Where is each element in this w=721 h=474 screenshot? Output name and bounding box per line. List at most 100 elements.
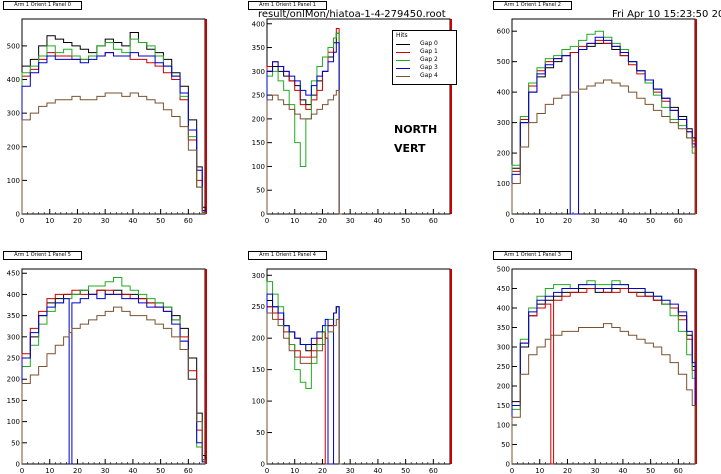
y-tick-label: 300	[7, 333, 20, 341]
x-tick-label: 20	[318, 217, 327, 225]
y-tick-label: 150	[497, 402, 510, 410]
x-tick-label: 30	[101, 217, 110, 225]
legend-entry: Gap 3	[396, 64, 454, 72]
x-tick-label: 60	[184, 467, 193, 474]
series-line	[21, 92, 206, 214]
y-tick-label: 450	[497, 285, 510, 293]
x-tick-label: 20	[563, 217, 572, 225]
y-tick-label: 400	[497, 89, 510, 97]
series-line	[511, 288, 696, 465]
x-tick-label: 50	[646, 467, 655, 474]
y-tick-label: 500	[497, 58, 510, 66]
y-tick-label: 400	[252, 20, 265, 28]
file-label: result/onlMon/hiatoa-1-4-279450.root	[258, 9, 446, 20]
x-tick-label: 60	[429, 467, 438, 474]
x-tick-label: 0	[265, 217, 269, 225]
y-tick-label: 0	[261, 211, 265, 219]
y-tick-label: 300	[252, 68, 265, 76]
series-line	[511, 36, 696, 215]
x-tick-label: 10	[535, 467, 544, 474]
y-tick-label: 350	[7, 312, 20, 320]
y-tick-label: 450	[7, 270, 20, 278]
y-tick-label: 500	[7, 42, 20, 50]
x-tick-label: 50	[156, 467, 165, 474]
y-tick-label: 0	[261, 461, 265, 469]
legend-label: Gap 2	[420, 56, 438, 63]
y-tick-label: 100	[497, 422, 510, 430]
x-tick-label: 0	[20, 467, 24, 474]
y-tick-label: 100	[7, 177, 20, 185]
x-tick-label: 50	[646, 217, 655, 225]
series-line	[21, 31, 206, 214]
y-tick-label: 150	[252, 366, 265, 374]
y-tick-label: 0	[506, 211, 510, 219]
plot-frame	[266, 268, 451, 465]
plot-frame	[21, 268, 206, 465]
y-tick-label: 50	[256, 187, 265, 195]
series-line	[511, 79, 696, 214]
legend-swatch	[396, 60, 410, 61]
x-tick-label: 20	[73, 217, 82, 225]
y-tick-label: 600	[497, 28, 510, 36]
series-line	[266, 42, 342, 215]
y-tick-label: 350	[497, 324, 510, 332]
legend-entry: Gap 2	[396, 56, 454, 64]
panel-title-0: Arm 1 Orient 1 Panel 0	[3, 1, 82, 10]
y-tick-label: 50	[256, 429, 265, 437]
y-tick-label: 200	[252, 115, 265, 123]
plot-frame	[511, 268, 696, 465]
y-tick-label: 100	[497, 180, 510, 188]
x-tick-label: 40	[373, 467, 382, 474]
legend-swatch	[396, 52, 410, 53]
x-tick-label: 30	[591, 217, 600, 225]
x-tick-label: 50	[401, 217, 410, 225]
legend-entry: Gap 1	[396, 48, 454, 56]
y-tick-label: 250	[252, 303, 265, 311]
y-tick-label: 400	[497, 305, 510, 313]
x-tick-label: 10	[45, 217, 54, 225]
x-tick-label: 30	[346, 217, 355, 225]
x-tick-label: 20	[563, 467, 572, 474]
x-tick-label: 50	[156, 217, 165, 225]
legend-entry: Gap 4	[396, 72, 454, 80]
y-tick-label: 50	[501, 441, 510, 449]
x-tick-label: 30	[101, 467, 110, 474]
series-line	[21, 38, 206, 214]
y-tick-label: 500	[497, 266, 510, 274]
series-line	[266, 312, 342, 465]
y-tick-label: 50	[11, 439, 20, 447]
legend: Hits Gap 0 Gap 1 Gap 2 Gap 3 Gap 4	[392, 30, 457, 85]
y-tick-label: 200	[497, 383, 510, 391]
y-tick-label: 300	[497, 119, 510, 127]
vert-label: VERT	[394, 142, 426, 155]
y-tick-label: 200	[7, 143, 20, 151]
series-line	[511, 30, 696, 214]
y-tick-label: 350	[252, 44, 265, 52]
x-tick-label: 0	[510, 217, 514, 225]
panel-title-4: Arm 1 Orient 1 Panel 4	[248, 251, 327, 260]
x-tick-label: 30	[591, 467, 600, 474]
y-tick-label: 150	[7, 397, 20, 405]
y-tick-label: 250	[497, 363, 510, 371]
x-tick-label: 10	[535, 217, 544, 225]
y-tick-label: 100	[7, 418, 20, 426]
x-tick-label: 40	[128, 217, 137, 225]
x-tick-label: 20	[73, 467, 82, 474]
north-label: NORTH	[394, 123, 438, 136]
y-tick-label: 0	[16, 211, 20, 219]
legend-swatch	[396, 76, 410, 77]
x-tick-label: 20	[318, 467, 327, 474]
y-tick-label: 150	[252, 139, 265, 147]
series-line	[511, 323, 696, 464]
y-tick-label: 100	[252, 163, 265, 171]
x-tick-label: 40	[618, 217, 627, 225]
y-tick-label: 200	[252, 335, 265, 343]
series-line	[21, 306, 206, 464]
y-tick-label: 300	[7, 110, 20, 118]
panel-title-1: Arm 1 Orient 1 Panel 1	[248, 1, 327, 10]
legend-entry: Gap 0	[396, 40, 454, 48]
legend-title: Hits	[396, 32, 408, 39]
series-line	[266, 89, 342, 215]
y-tick-label: 400	[7, 291, 20, 299]
